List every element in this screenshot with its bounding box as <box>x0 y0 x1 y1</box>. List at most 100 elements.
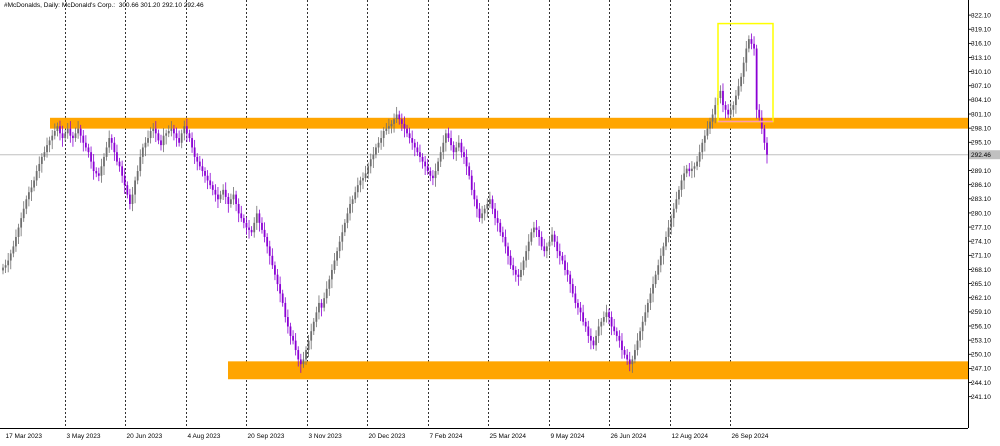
candle-body <box>688 168 691 172</box>
candle-body <box>763 128 766 143</box>
candle-body <box>56 126 59 131</box>
candle-body <box>149 130 152 139</box>
candle-body <box>315 312 318 322</box>
candle-body <box>66 128 69 134</box>
x-axis-label: 3 May 2023 <box>67 433 101 440</box>
candle-body <box>294 340 297 351</box>
candle-body <box>636 340 639 351</box>
candle-body <box>390 123 393 127</box>
candle-body <box>160 140 162 146</box>
candle-body <box>613 326 616 332</box>
candle-body <box>356 185 359 193</box>
candle-body <box>450 138 452 146</box>
y-axis-label: 265.10 <box>971 281 991 288</box>
candle-body <box>116 152 118 162</box>
candle-body <box>608 312 610 318</box>
candle-body <box>113 142 116 153</box>
candle-body <box>310 331 313 341</box>
x-axis-label: 4 Aug 2023 <box>188 433 221 440</box>
candle-body <box>525 251 528 261</box>
candle-body <box>30 187 33 193</box>
candle-body <box>494 208 496 219</box>
candle-body <box>533 227 535 233</box>
x-axis-label: 12 Aug 2024 <box>672 433 709 440</box>
candle-body <box>610 317 613 327</box>
candle-body <box>121 166 124 176</box>
y-axis-label: 283.10 <box>971 196 991 203</box>
candle-body <box>403 123 406 129</box>
candle-body <box>750 39 753 44</box>
candle-body <box>281 293 284 303</box>
y-axis-label: 271.10 <box>971 253 991 260</box>
candle-body <box>372 154 375 160</box>
candle-body <box>481 213 484 219</box>
candle-body <box>209 180 212 186</box>
candle-body <box>201 166 204 172</box>
candle-body <box>255 213 258 223</box>
candle-body <box>719 90 722 99</box>
candle-body <box>279 284 282 294</box>
candle-body <box>393 119 395 124</box>
candle-body <box>305 350 307 360</box>
candle-body <box>351 199 354 204</box>
candle-body <box>600 321 603 327</box>
candle-body <box>400 119 403 124</box>
candle-body <box>211 185 214 190</box>
candle-body <box>711 114 714 122</box>
symbol-description: McDonald's Corp. <box>61 2 114 9</box>
candle-body <box>123 175 126 186</box>
candle-body <box>144 142 147 148</box>
candle-body <box>766 142 768 155</box>
candle-body <box>499 222 502 233</box>
candle-body <box>362 178 364 181</box>
candle-body <box>382 130 385 139</box>
candle-body <box>540 236 543 247</box>
candle-body <box>331 269 333 280</box>
candle-body <box>760 117 763 129</box>
candle-body <box>17 227 20 237</box>
candle-body <box>685 168 688 174</box>
candle-body <box>659 255 662 266</box>
y-axis-label: 286.10 <box>971 182 991 189</box>
x-axis-label: 20 Jun 2023 <box>127 433 163 440</box>
candle-body <box>193 147 196 157</box>
candle-body <box>43 152 46 157</box>
candle-body <box>59 126 61 134</box>
candle-body <box>289 326 292 336</box>
candle-body <box>501 232 504 237</box>
candle-body <box>302 359 305 365</box>
candle-body <box>248 227 250 230</box>
candle-body <box>667 227 670 237</box>
candle-body <box>571 284 574 294</box>
candle-body <box>447 133 450 139</box>
candle-body <box>242 218 245 223</box>
candle-body <box>349 204 351 214</box>
candle-body <box>100 166 103 176</box>
candle-body <box>276 274 279 285</box>
candle-body <box>703 135 706 143</box>
candle-body <box>504 236 507 247</box>
y-axis-label: 241.10 <box>971 394 991 401</box>
candle-body <box>452 145 455 153</box>
x-axis-label: 26 Sep 2024 <box>732 433 769 440</box>
candle-body <box>747 39 750 49</box>
candle-body <box>520 269 522 278</box>
candle-body <box>530 232 533 242</box>
candle-body <box>354 192 357 200</box>
candle-body <box>579 307 582 313</box>
candle-body <box>543 246 546 252</box>
candle-body <box>476 199 478 209</box>
candle-body <box>574 293 577 303</box>
candle-body <box>424 161 427 167</box>
candle-body <box>649 293 652 303</box>
candle-body <box>460 142 463 153</box>
candle-body <box>230 199 232 204</box>
candle-body <box>470 175 473 190</box>
candle-body <box>644 312 647 322</box>
candle-body <box>553 234 556 242</box>
candle-body <box>222 189 225 195</box>
x-axis-label: 20 Dec 2023 <box>369 433 406 440</box>
zone-support <box>228 361 968 380</box>
